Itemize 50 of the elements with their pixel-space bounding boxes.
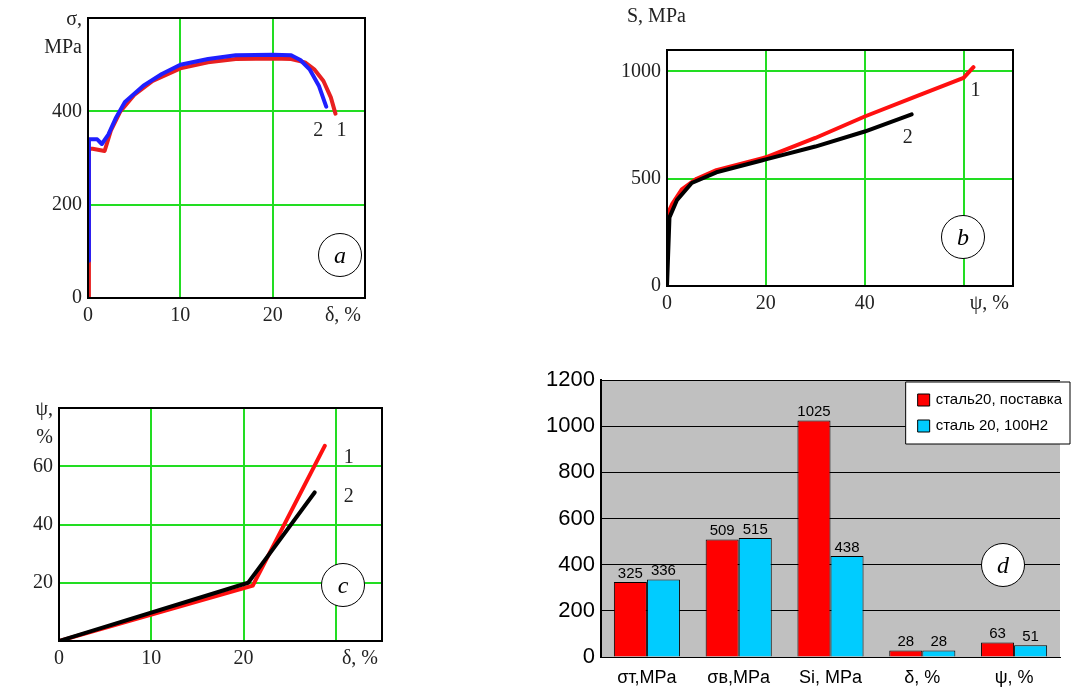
series-label: 1 <box>343 445 354 468</box>
y-tick-label: 40 <box>33 511 53 534</box>
x-tick-label: Si, MPa <box>798 666 863 687</box>
data-label: 509 <box>709 521 735 539</box>
annotation: a <box>318 233 362 277</box>
x-tick-label: 10 <box>170 303 191 326</box>
x-tick-label: 20 <box>262 303 283 326</box>
y-tick-label: 400 <box>558 550 595 576</box>
y-axis-title: σ, MPa <box>44 7 83 58</box>
series-label: 1 <box>970 78 981 101</box>
series-label: 2 <box>902 124 913 147</box>
x-tick-label: 20 <box>755 291 776 314</box>
x-tick-label: σт,MPa <box>617 666 678 687</box>
series-label: 1 <box>336 117 347 140</box>
y-tick-label: 500 <box>631 165 661 188</box>
legend-label: сталь 20, 100Н2 <box>935 416 1049 434</box>
y-tick-label: 1000 <box>546 412 595 438</box>
x-tick-label: 10 <box>141 646 162 669</box>
y-tick-label: 0 <box>651 273 661 296</box>
y-tick-label: 1200 <box>546 366 595 392</box>
x-tick-label: 40 <box>854 291 875 314</box>
y-tick-label: 1000 <box>621 58 661 81</box>
x-tick-label: δ, % <box>904 666 941 687</box>
data-label: 51 <box>1022 626 1039 644</box>
data-label: 63 <box>989 624 1006 642</box>
y-tick-label: 200 <box>52 191 82 214</box>
y-tick-label: 400 <box>52 98 82 121</box>
x-tick-label: ψ, % <box>994 666 1034 687</box>
data-label: 28 <box>897 632 915 650</box>
data-label: 515 <box>742 519 768 537</box>
x-tick-label: σв,MPa <box>707 666 772 687</box>
data-label: 336 <box>650 561 676 579</box>
x-tick-label: 20 <box>233 646 254 669</box>
y-tick-label: 200 <box>558 596 595 622</box>
legend-label: сталь20, поставка <box>935 390 1063 408</box>
annotation: c <box>321 563 365 607</box>
y-tick-label: 600 <box>558 504 595 530</box>
data-label: 325 <box>617 563 643 581</box>
annotation: b <box>941 215 985 259</box>
y-tick-label: 60 <box>33 453 53 476</box>
data-label: 28 <box>930 632 948 650</box>
data-label: 1025 <box>797 402 831 420</box>
y-tick-label: 800 <box>558 458 595 484</box>
series-label: 2 <box>343 483 354 506</box>
annotation: d <box>981 543 1025 587</box>
y-tick-label: 20 <box>33 570 53 592</box>
y-axis-title: ψ, % <box>35 397 53 448</box>
series-label: 2 <box>313 117 324 140</box>
data-label: 438 <box>834 537 860 555</box>
y-axis-title: S, MPa <box>627 4 687 27</box>
